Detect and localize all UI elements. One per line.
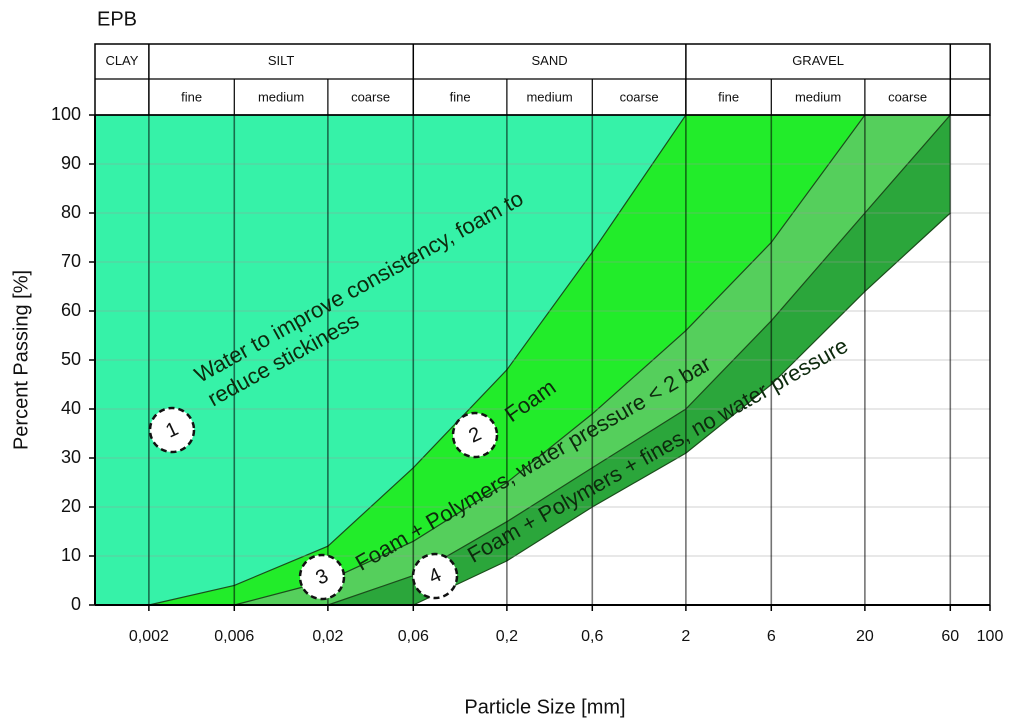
soil-subdivision: fine xyxy=(450,89,471,104)
x-tick-label: 0,2 xyxy=(496,628,518,645)
soil-subdivision: medium xyxy=(795,89,841,104)
x-tick-label: 2 xyxy=(681,628,690,645)
y-tick-label: 10 xyxy=(61,545,81,565)
zone-marker xyxy=(148,406,196,454)
y-tick-label: 100 xyxy=(51,104,81,124)
zone-marker xyxy=(298,553,346,601)
x-tick-label: 0,002 xyxy=(129,628,169,645)
soil-class: GRAVEL xyxy=(792,53,844,68)
x-tick-label: 0,06 xyxy=(398,628,429,645)
x-tick-label: 20 xyxy=(856,628,874,645)
x-tick-label: 60 xyxy=(941,628,959,645)
soil-class: CLAY xyxy=(105,53,138,68)
soil-subdivision: fine xyxy=(181,89,202,104)
y-tick-label: 40 xyxy=(61,398,81,418)
soil-subdivision: medium xyxy=(526,89,572,104)
zone-area xyxy=(95,115,686,605)
x-tick-label: 0,006 xyxy=(214,628,254,645)
y-axis-label: Percent Passing [%] xyxy=(10,270,32,450)
y-tick-label: 30 xyxy=(61,447,81,467)
soil-class: SILT xyxy=(268,53,295,68)
soil-class: SAND xyxy=(532,53,568,68)
zone-marker xyxy=(451,411,499,459)
chart-title: EPB xyxy=(97,8,137,30)
x-tick-label: 0,02 xyxy=(312,628,343,645)
x-tick-label: 100 xyxy=(977,628,1004,645)
zone-marker xyxy=(411,552,459,600)
soil-subdivision: coarse xyxy=(351,89,390,104)
y-tick-label: 70 xyxy=(61,251,81,271)
soil-subdivision: fine xyxy=(718,89,739,104)
y-tick-label: 80 xyxy=(61,202,81,222)
soil-subdivision: medium xyxy=(258,89,304,104)
y-tick-label: 90 xyxy=(61,153,81,173)
y-tick-label: 0 xyxy=(71,594,81,614)
x-axis-label: Particle Size [mm] xyxy=(464,696,625,718)
y-tick-label: 20 xyxy=(61,496,81,516)
soil-subdivision: coarse xyxy=(888,89,927,104)
x-tick-label: 0,6 xyxy=(581,628,603,645)
y-tick-label: 50 xyxy=(61,349,81,369)
soil-subdivision: coarse xyxy=(620,89,659,104)
y-tick-label: 60 xyxy=(61,300,81,320)
x-tick-label: 6 xyxy=(767,628,776,645)
